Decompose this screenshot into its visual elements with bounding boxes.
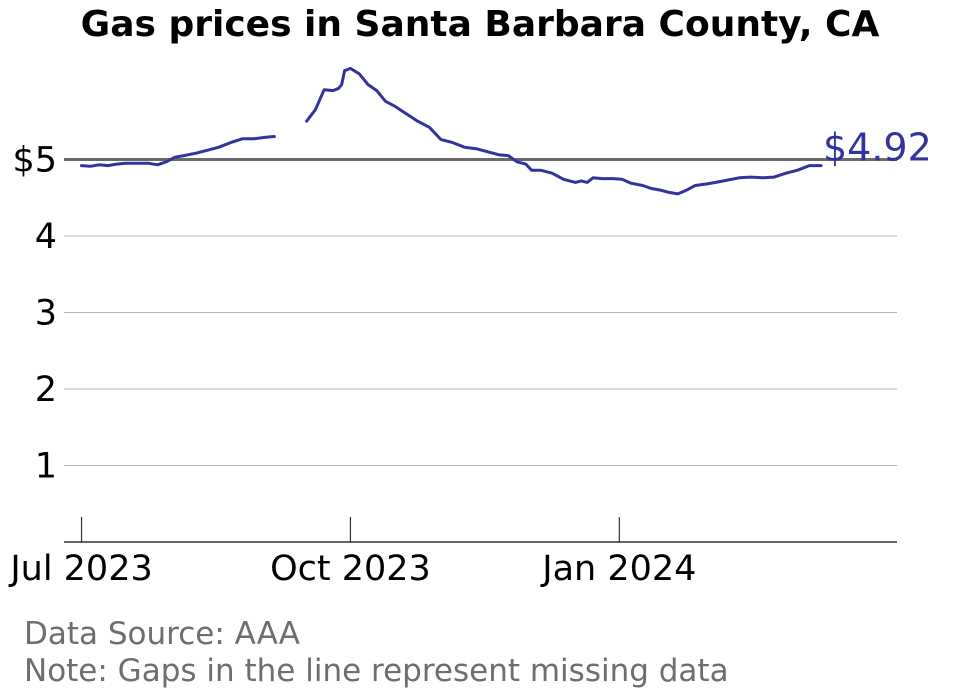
x-axis bbox=[64, 517, 897, 543]
x-tick-labels: Jul 2023 Oct 2023 Jan 2024 bbox=[8, 549, 696, 589]
series-line-segment bbox=[80, 135, 276, 168]
last-value-label: $4.92 bbox=[823, 126, 932, 170]
data-source-note: Data Source: AAA bbox=[24, 616, 300, 652]
y-tick-label: 1 bbox=[35, 446, 57, 486]
x-tick-label: Oct 2023 bbox=[270, 549, 431, 589]
series-line-segment bbox=[305, 66, 823, 196]
gaps-note: Note: Gaps in the line represent missing… bbox=[24, 653, 729, 689]
chart-title: Gas prices in Santa Barbara County, CA bbox=[80, 4, 880, 45]
y-tick-label: 2 bbox=[35, 370, 57, 410]
y-tick-label: 4 bbox=[35, 217, 57, 257]
y-tick-label: 3 bbox=[35, 293, 57, 333]
last-value-label-layer: $4.92 bbox=[823, 126, 932, 170]
x-tick-label: Jan 2024 bbox=[540, 549, 696, 589]
x-tick-label: Jul 2023 bbox=[8, 549, 152, 589]
y-tick-label: $5 bbox=[12, 140, 57, 180]
chart-footer: Data Source: AAA Note: Gaps in the line … bbox=[24, 616, 729, 690]
y-tick-labels: $5 4 3 2 1 bbox=[12, 140, 57, 486]
grid-lines bbox=[64, 235, 897, 466]
price-series bbox=[80, 66, 823, 196]
